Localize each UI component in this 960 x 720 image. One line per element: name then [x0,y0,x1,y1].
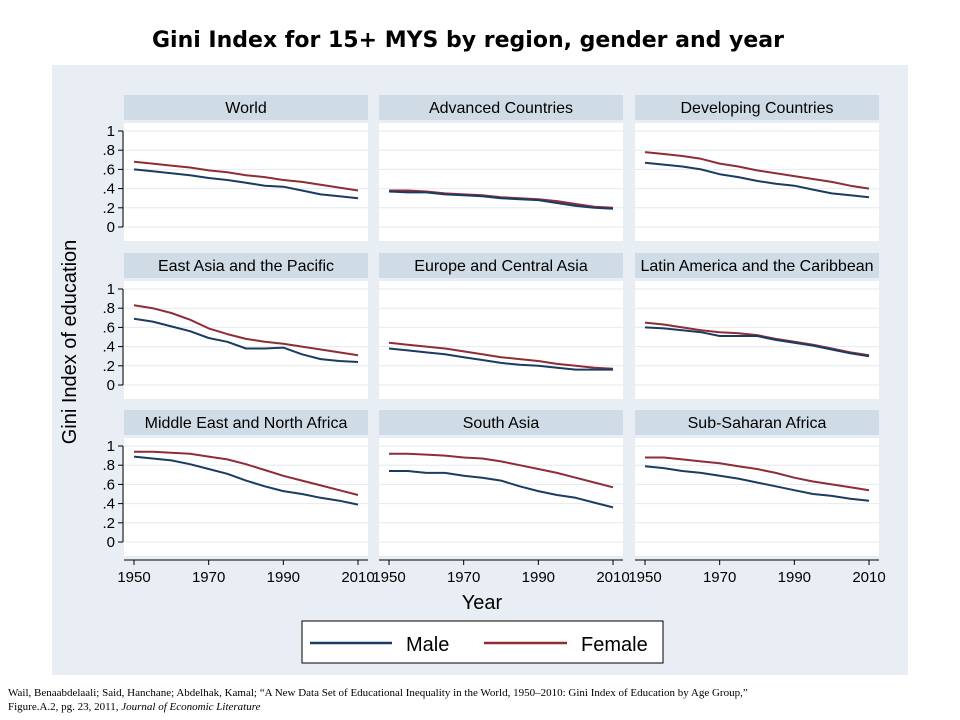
y-tick-label: .8 [102,142,115,159]
y-tick-label: 1 [107,438,115,455]
panel-title-sub-saharan-africa: Sub-Saharan Africa [688,415,827,432]
panel-strip-latin-america-and-the-caribbean [635,253,879,278]
panel-plot-europe-and-central-asia [379,281,623,399]
x-axis-title: Year [462,592,503,614]
panel-plot-east-asia-and-the-pacific [124,281,368,399]
y-tick-label: .6 [102,319,115,336]
panel-title-middle-east-and-north-africa: Middle East and North Africa [145,415,348,432]
x-tick-label: 2010 [852,569,885,586]
panel-title-latin-america-and-the-caribbean: Latin America and the Caribbean [640,258,873,275]
caption-line-1: Wail, Benaabdelaali; Said, Hanchane; Abd… [8,687,748,699]
series-line-male-sub-saharan-africa [644,465,870,502]
y-tick-label: .8 [102,300,115,317]
panel-title-south-asia: South Asia [463,415,540,432]
legend-label-male: Male [406,634,449,656]
y-tick-label: .4 [102,496,115,513]
y-tick-label: .6 [102,161,115,178]
y-tick-label: .4 [102,339,115,356]
series-line-male-advanced-countries [388,190,614,210]
series-line-female-world [133,160,359,192]
y-tick-label: 0 [107,219,115,236]
panel-strip-world [124,95,368,120]
panel-strip-europe-and-central-asia [379,253,623,278]
x-tick-label: 1970 [192,569,225,586]
legend-label-female: Female [581,634,648,656]
panel-plot-latin-america-and-the-caribbean [635,281,879,399]
x-tick-label: 1950 [372,569,405,586]
x-tick-label: 1950 [117,569,150,586]
series-line-female-east-asia-and-the-pacific [133,304,359,357]
y-tick-label: .2 [102,515,115,532]
x-tick-label: 1970 [447,569,480,586]
y-axis-title: Gini Index of education [59,240,81,445]
panel-strip-middle-east-and-north-africa [124,410,368,435]
series-line-female-developing-countries [644,151,870,190]
y-tick-label: 0 [107,534,115,551]
panel-strip-developing-countries [635,95,879,120]
y-tick-label: 1 [107,281,115,298]
panel-plot-south-asia [379,438,623,556]
series-line-male-middle-east-and-north-africa [133,455,359,506]
series-line-female-europe-and-central-asia [388,341,614,370]
panel-strip-advanced-countries [379,95,623,120]
x-tick-label: 1950 [628,569,661,586]
x-tick-label: 2010 [596,569,629,586]
panel-plot-advanced-countries [379,123,623,241]
series-line-male-south-asia [389,470,614,509]
y-tick-label: 1 [107,123,115,140]
panel-plot-middle-east-and-north-africa [124,438,368,556]
series-line-female-middle-east-and-north-africa [134,450,359,496]
source-caption: Wail, Benaabdelaali; Said, Hanchane; Abd… [8,686,948,714]
x-tick-label: 1970 [703,569,736,586]
x-tick-label: 2010 [341,569,374,586]
panel-title-world: World [225,100,267,117]
panel-title-east-asia-and-the-pacific: East Asia and the Pacific [158,258,334,275]
y-tick-label: .8 [102,457,115,474]
series-line-male-developing-countries [644,161,870,199]
y-tick-label: .4 [102,181,115,198]
caption-journal: Journal of Economic Literature [121,701,261,713]
x-tick-label: 1990 [778,569,811,586]
series-line-male-east-asia-and-the-pacific [133,317,359,363]
y-tick-label: 0 [107,377,115,394]
x-tick-label: 1990 [267,569,300,586]
panel-strip-sub-saharan-africa [635,410,879,435]
panel-plot-developing-countries [635,123,879,241]
caption-figure-ref: Figure.A.2, pg. 23, 2011, [8,701,122,713]
panel-strip-south-asia [379,410,623,435]
series-line-male-europe-and-central-asia [388,347,613,371]
y-tick-label: .6 [102,476,115,493]
y-tick-label: .2 [102,200,115,217]
panel-strip-east-asia-and-the-pacific [124,253,368,278]
caption-line-2: Figure.A.2, pg. 23, 2011, Journal of Eco… [8,700,948,714]
panel-title-developing-countries: Developing Countries [681,100,834,117]
series-line-male-world [133,168,359,200]
panel-title-europe-and-central-asia: Europe and Central Asia [414,258,588,275]
series-line-female-sub-saharan-africa [645,456,870,492]
series-line-male-latin-america-and-the-caribbean [644,326,870,358]
panel-title-advanced-countries: Advanced Countries [429,100,573,117]
series-line-female-south-asia [389,452,614,489]
y-tick-label: .2 [102,358,115,375]
chart-title: Gini Index for 15+ MYS by region, gender… [151,28,785,53]
x-tick-label: 1990 [522,569,555,586]
